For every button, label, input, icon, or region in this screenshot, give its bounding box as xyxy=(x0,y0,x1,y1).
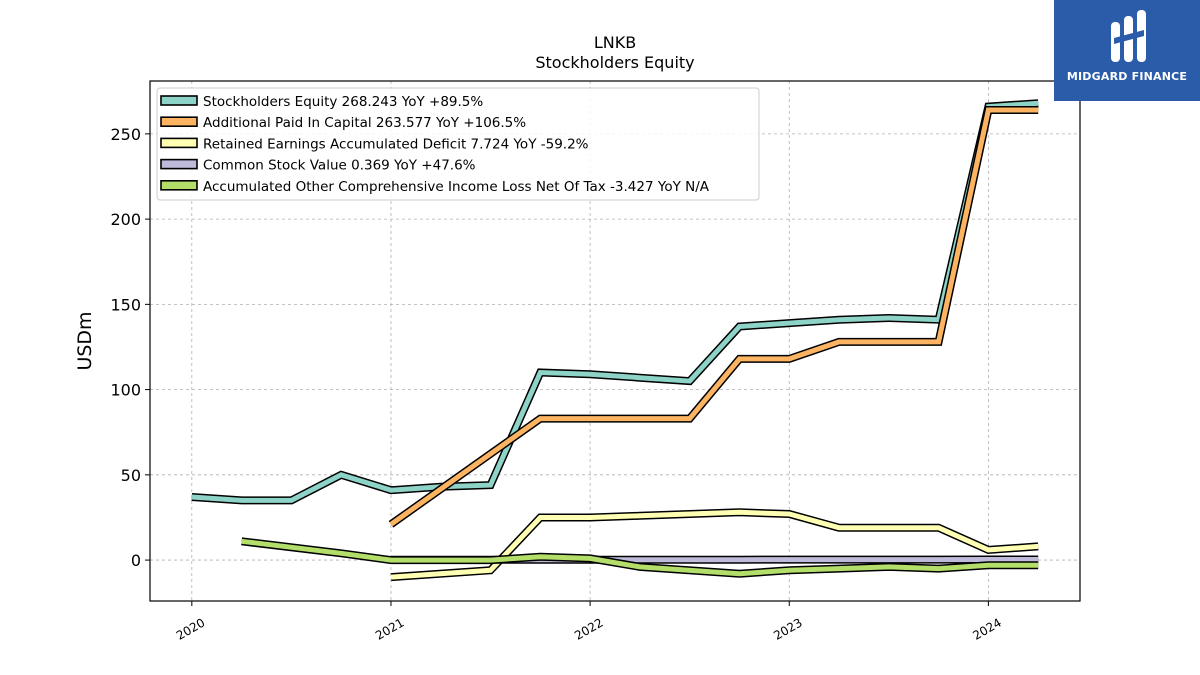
legend-label-1: Additional Paid In Capital 263.577 YoY +… xyxy=(203,115,526,131)
y-tick-label: 50 xyxy=(121,466,141,485)
legend: Stockholders Equity 268.243 YoY +89.5% Ad… xyxy=(156,87,760,201)
legend-label-0: Stockholders Equity 268.243 YoY +89.5% xyxy=(203,94,483,110)
brand-logo: MIDGARD FINANCE xyxy=(1054,0,1200,101)
plot-frame xyxy=(149,80,1081,602)
brand-mark-icon xyxy=(1111,10,1146,62)
legend-box xyxy=(156,87,760,201)
legend-swatch-4 xyxy=(160,180,198,191)
y-tick-label: 250 xyxy=(110,125,141,144)
x-tick-label: 2021 xyxy=(373,615,406,642)
series-line-4 xyxy=(241,538,1039,577)
series-line-0 xyxy=(191,100,1039,503)
y-axis-label: USDm xyxy=(74,311,96,370)
y-tick-label: 150 xyxy=(110,295,141,314)
x-tick-label: 2020 xyxy=(174,615,207,642)
chart-subtitle: Stockholders Equity xyxy=(535,53,694,72)
y-tick-label: 0 xyxy=(131,551,141,570)
x-tick-label: 2024 xyxy=(970,615,1003,642)
legend-swatch-2 xyxy=(160,137,198,149)
chart-title: LNKB xyxy=(594,33,636,52)
series-line-2 xyxy=(390,509,1039,580)
legend-swatch-3 xyxy=(160,158,198,170)
series-lines xyxy=(191,99,1039,582)
x-tick-label: 2022 xyxy=(572,615,605,642)
legend-swatch-0 xyxy=(160,95,198,106)
series-line-1 xyxy=(389,107,1039,527)
legend-swatch-1 xyxy=(160,116,198,127)
y-tick-label: 100 xyxy=(110,381,141,400)
x-tick-label: 2023 xyxy=(771,615,804,642)
legend-label-3: Common Stock Value 0.369 YoY +47.6% xyxy=(203,158,476,174)
brand-name: MIDGARD FINANCE xyxy=(1066,70,1188,83)
legend-label-2: Retained Earnings Accumulated Deficit 7.… xyxy=(203,136,589,152)
y-tick-label: 200 xyxy=(110,210,141,229)
legend-label-4: Accumulated Other Comprehensive Income L… xyxy=(203,179,710,195)
